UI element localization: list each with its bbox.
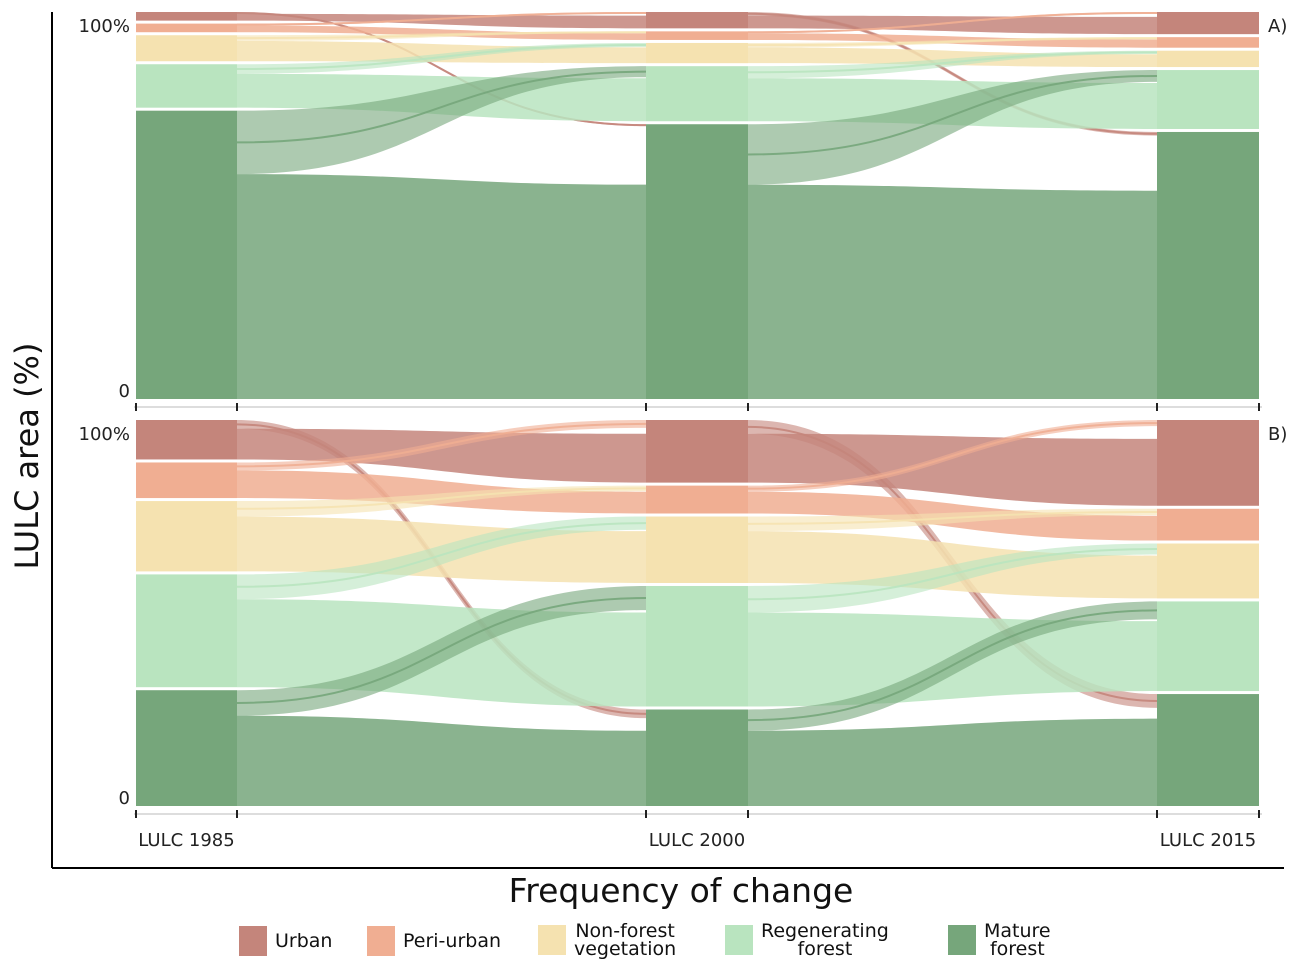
- flow-line-regen-0-panel-0: [236, 43, 647, 71]
- flow-line-nonforest-1-panel-1: [747, 510, 1158, 525]
- flow-line-nonforest-1-panel-0: [747, 37, 1158, 47]
- legend-swatch-mature: [948, 925, 976, 955]
- legend-label-nonforest: Non-forest vegetation: [574, 920, 677, 960]
- panel-label-1: B): [1268, 424, 1287, 445]
- stack-periurban-2-panel-0: [1157, 37, 1259, 48]
- legend-swatch-urban: [239, 926, 267, 956]
- legend-item-urban: Urban: [239, 926, 332, 956]
- y-tick-label-100-panel-1: 100%: [79, 424, 130, 445]
- stack-urban-2-panel-0: [1157, 12, 1259, 35]
- flow-line-regen-1-panel-1: [747, 548, 1158, 601]
- flow-line-nonforest-0-panel-1: [236, 487, 647, 510]
- flow-line-periurban-1-panel-1: [747, 422, 1158, 490]
- legend-label-mature: Mature forest: [984, 920, 1051, 960]
- flow-mature-to-regen-0-panel-0: [237, 66, 646, 175]
- stack-mature-1-panel-0: [646, 124, 748, 399]
- stack-urban-0-panel-0: [136, 12, 237, 21]
- stack-nonforest-1-panel-1: [646, 516, 748, 583]
- flow-line-periurban-1-panel-0: [747, 11, 1158, 34]
- x-tick-label-0: LULC 1985: [138, 830, 234, 851]
- legend-label-urban: Urban: [275, 930, 333, 952]
- stack-regen-2-panel-1: [1157, 601, 1259, 692]
- y-tick-label-0-panel-1: 0: [119, 788, 130, 809]
- stack-urban-0-panel-1: [136, 420, 237, 460]
- stack-regen-1-panel-1: [646, 585, 748, 707]
- x-tick-label-1: LULC 2000: [649, 830, 745, 851]
- stack-periurban-2-panel-1: [1157, 508, 1259, 541]
- y-tick-label-0-panel-0: 0: [119, 381, 130, 402]
- flow-mature-1-panel-0: [748, 184, 1157, 399]
- flow-regen-to-nonforest-0-panel-1: [237, 516, 646, 600]
- flow-urban-0-panel-0: [237, 13, 646, 29]
- panel-label-0: A): [1268, 16, 1287, 37]
- flow-mature-1-panel-1: [748, 718, 1157, 806]
- legend-item-mature: Mature forest: [948, 920, 1051, 960]
- flow-line-mature-1-panel-0: [747, 74, 1158, 156]
- y-tick-label-100-panel-0: 100%: [79, 16, 130, 37]
- stack-nonforest-2-panel-0: [1157, 50, 1259, 68]
- flow-nonforest-to-periurban-0-panel-1: [237, 485, 646, 517]
- flow-line-mature-0-panel-0: [236, 70, 647, 144]
- flow-line-periurban-0-panel-1: [236, 422, 647, 468]
- stack-mature-0-panel-1: [136, 690, 237, 806]
- flow-mature-0-panel-1: [237, 715, 646, 806]
- stack-regen-0-panel-0: [136, 64, 237, 108]
- stack-periurban-0-panel-1: [136, 462, 237, 499]
- stack-nonforest-0-panel-0: [136, 35, 237, 62]
- legend-item-periurban: Peri-urban: [367, 926, 501, 956]
- flow-urban-0-panel-1: [237, 428, 646, 483]
- stack-periurban-1-panel-1: [646, 485, 748, 514]
- flow-urban-1-panel-0: [748, 15, 1157, 35]
- flow-line-regen-0-panel-1: [236, 522, 647, 588]
- legend-swatch-periurban: [367, 926, 395, 956]
- flow-line-mature-1-panel-1: [747, 609, 1158, 722]
- plot-area: [136, 11, 1259, 806]
- flow-mature-to-regen-1-panel-0: [748, 70, 1157, 185]
- y-axis-title: LULC area (%): [8, 343, 46, 570]
- stack-mature-0-panel-0: [136, 110, 237, 399]
- legend-label-regen: Regenerating forest: [761, 920, 889, 960]
- flow-regen-to-nonforest-1-panel-0: [748, 50, 1157, 79]
- axes: LULC area (%) Frequency of change 0 100% A…: [8, 12, 1287, 910]
- flow-periurban-0-panel-1: [237, 470, 646, 514]
- legend-swatch-nonforest: [538, 925, 566, 955]
- stack-regen-2-panel-0: [1157, 70, 1259, 129]
- stack-urban-1-panel-1: [646, 420, 748, 483]
- alluvial-chart: LULC area (%) Frequency of change 0 100% A…: [8, 11, 1287, 910]
- flow-nonforest-1-panel-0: [748, 47, 1157, 68]
- legend-item-regen: Regenerating forest: [725, 920, 889, 960]
- legend-label-periurban: Peri-urban: [403, 930, 502, 952]
- flow-line-nonforest-0-panel-0: [236, 31, 647, 40]
- flow-periurban-0-panel-0: [237, 25, 646, 40]
- flow-line-periurban-0-panel-0: [236, 11, 647, 26]
- stack-regen-1-panel-0: [646, 66, 748, 122]
- x-tick-label-2: LULC 2015: [1160, 830, 1256, 851]
- legend-item-nonforest: Non-forest vegetation: [538, 920, 677, 960]
- stack-mature-2-panel-1: [1157, 694, 1259, 806]
- legend: Urban Peri-urban Non-forest vegetation R…: [0, 918, 1305, 964]
- stack-urban-1-panel-0: [646, 12, 748, 29]
- legend-swatch-regen: [725, 925, 753, 955]
- stack-nonforest-0-panel-1: [136, 501, 237, 572]
- flow-line-mature-0-panel-1: [236, 597, 647, 704]
- stack-regen-0-panel-1: [136, 574, 237, 688]
- stack-periurban-1-panel-0: [646, 31, 748, 40]
- x-axis-title: Frequency of change: [509, 871, 854, 910]
- flow-regen-to-nonforest-1-panel-1: [748, 543, 1157, 613]
- stack-nonforest-1-panel-0: [646, 42, 748, 64]
- stack-urban-2-panel-1: [1157, 420, 1259, 506]
- flow-mature-0-panel-0: [237, 174, 646, 399]
- flow-nonforest-to-periurban-1-panel-1: [748, 508, 1157, 532]
- stack-mature-1-panel-1: [646, 709, 748, 806]
- flow-line-regen-1-panel-0: [747, 51, 1158, 74]
- stack-periurban-0-panel-0: [136, 23, 237, 33]
- stack-nonforest-2-panel-1: [1157, 543, 1259, 599]
- flow-nonforest-0-panel-0: [237, 40, 646, 64]
- stack-mature-2-panel-0: [1157, 131, 1259, 399]
